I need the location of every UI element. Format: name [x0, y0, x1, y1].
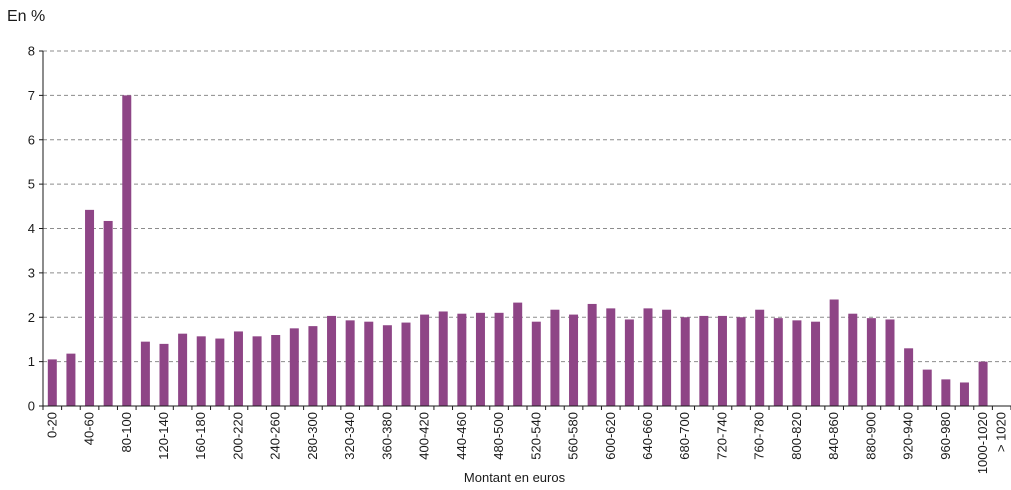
bar — [122, 95, 132, 406]
x-tick-label: 400-420 — [417, 412, 432, 460]
bar — [662, 309, 672, 406]
x-tick-label: 280-300 — [305, 412, 320, 460]
y-tick-label: 4 — [28, 221, 35, 236]
bar — [811, 321, 821, 406]
bar — [773, 318, 783, 406]
bar — [550, 309, 560, 406]
bar — [885, 319, 895, 406]
y-axis-ticks: 0 1 2 3 4 5 6 7 8 — [28, 44, 43, 414]
x-tick-label: 160-180 — [193, 412, 208, 460]
bar — [438, 311, 448, 406]
y-unit-label: En % — [7, 8, 46, 25]
bar — [85, 209, 95, 406]
bar — [178, 333, 188, 406]
bar — [587, 303, 597, 406]
gridlines — [43, 50, 1011, 363]
y-tick-label: 3 — [28, 265, 35, 280]
bar — [364, 321, 374, 406]
bar — [308, 326, 318, 406]
bar — [252, 336, 262, 406]
x-tick-label: 360-380 — [379, 412, 394, 460]
x-tick-label: > 1020 — [994, 412, 1009, 452]
x-tick-label: 560-580 — [566, 412, 581, 460]
bar — [196, 336, 206, 406]
bar — [215, 338, 225, 406]
bars — [47, 95, 988, 406]
x-tick-label: 440-460 — [454, 412, 469, 460]
bar — [829, 299, 839, 406]
bar — [866, 318, 876, 406]
x-tick-label: 0-20 — [44, 412, 59, 438]
y-tick-label: 1 — [28, 354, 35, 369]
bar — [327, 315, 337, 406]
bar — [848, 313, 858, 406]
bar — [382, 325, 392, 406]
bar — [103, 220, 113, 406]
bar — [140, 341, 150, 406]
bar — [569, 314, 579, 406]
x-tick-label: 720-740 — [714, 412, 729, 460]
x-tick-label: 320-340 — [342, 412, 357, 460]
y-tick-label: 8 — [28, 44, 35, 59]
bar — [457, 313, 467, 406]
x-tick-label: 200-220 — [230, 412, 245, 460]
bar — [159, 343, 169, 406]
y-tick-label: 7 — [28, 88, 35, 103]
bar — [904, 348, 914, 406]
bar — [699, 315, 709, 406]
bar — [531, 321, 541, 406]
x-tick-label: 760-780 — [752, 412, 767, 460]
y-tick-label: 0 — [28, 399, 35, 414]
bar — [792, 320, 802, 406]
x-tick-label: 1000-1020 — [975, 412, 990, 474]
bar — [755, 309, 765, 406]
bar — [494, 312, 504, 406]
x-tick-label: 40-60 — [82, 412, 97, 445]
x-tick-label: 80-100 — [119, 412, 134, 452]
bar — [978, 361, 988, 406]
y-tick-label: 6 — [28, 132, 35, 147]
x-tick-label: 240-260 — [268, 412, 283, 460]
bar — [345, 320, 355, 406]
x-axis-title: Montant en euros — [463, 470, 566, 485]
bar — [922, 369, 932, 406]
bar — [420, 314, 430, 406]
x-tick-label: 120-140 — [156, 412, 171, 460]
bar — [717, 315, 727, 406]
x-tick-label: 680-700 — [677, 412, 692, 460]
x-tick-label: 640-660 — [640, 412, 655, 460]
x-tick-label: 800-820 — [789, 412, 804, 460]
bar — [47, 359, 57, 406]
x-tick-label: 960-980 — [938, 412, 953, 460]
bar — [941, 379, 951, 406]
bar — [66, 353, 76, 406]
y-tick-label: 5 — [28, 177, 35, 192]
x-tick-label: 480-500 — [491, 412, 506, 460]
x-axis-ticks: 0-20 40-60 80-100 120-140 160-180 200-220 240-… — [42, 406, 1011, 474]
x-tick-label: 880-900 — [863, 412, 878, 460]
bar — [959, 382, 969, 406]
bar — [606, 308, 616, 406]
bar — [475, 312, 485, 406]
x-tick-label: 840-860 — [826, 412, 841, 460]
x-tick-label: 520-540 — [528, 412, 543, 460]
bar — [289, 328, 299, 406]
bar — [233, 331, 243, 406]
x-tick-label: 920-940 — [901, 412, 916, 460]
bar — [736, 317, 746, 406]
bar — [513, 302, 523, 406]
bar — [401, 322, 411, 406]
bar — [271, 335, 281, 406]
bar — [643, 308, 653, 406]
bar — [624, 319, 634, 406]
bar — [680, 317, 690, 406]
x-tick-label: 600-620 — [603, 412, 618, 460]
y-tick-label: 2 — [28, 310, 35, 325]
